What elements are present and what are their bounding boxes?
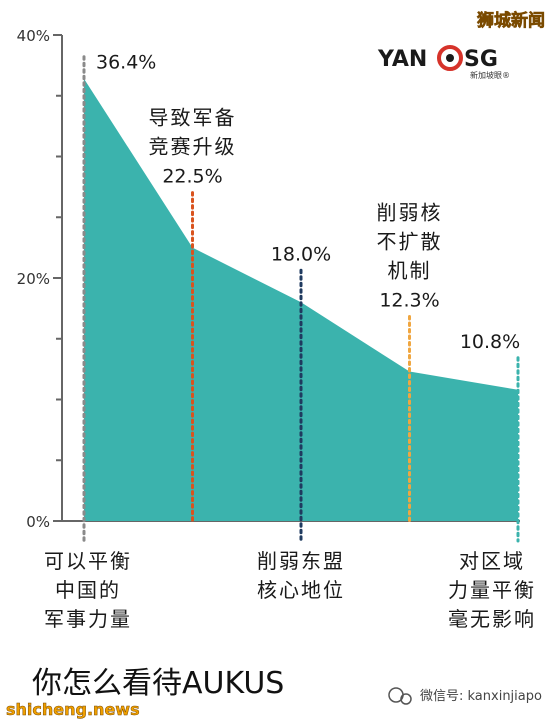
category-label: 中国的 [55,578,121,602]
category-label: 机制 [388,259,432,283]
watermark-top: 狮城新闻 [476,10,545,31]
category-label: 可以平衡 [44,549,132,573]
value-label: 12.3% [379,290,439,312]
category-label: 核心地位 [257,578,345,602]
logo-text-2: SG [464,47,498,72]
value-label: 18.0% [271,243,331,265]
category-label: 军事力量 [44,607,132,631]
page-title: 你怎么看待AUKUS [32,666,284,701]
category-label: 削弱核 [377,201,443,225]
category-label: 力量平衡 [448,578,536,602]
watermark-bottom-left: shicheng.news [6,700,140,719]
brand-logo: YAN SG 新加坡眼® [377,45,510,80]
value-label: 10.8% [460,331,520,353]
logo-subtext: 新加坡眼® [470,70,510,80]
category-label: 对区域 [459,549,525,573]
category-label: 不扩散 [377,230,443,254]
category-label: 竞赛升级 [149,135,237,159]
wechat-watermark: 微信号: kanxinjiapo [388,687,542,705]
value-label: 22.5% [162,166,222,188]
value-label: 36.4% [96,52,156,74]
y-tick-label: 40% [17,27,50,45]
category-label: 导致军备 [149,106,237,130]
logo-pupil [446,54,454,62]
logo-eye-icon [437,45,463,71]
logo-text: YAN [377,47,427,72]
watermark-bottom-right: 微信号: kanxinjiapo [420,689,542,704]
y-tick-label: 20% [17,270,50,288]
wechat-icon-small [400,693,412,705]
category-label: 毫无影响 [448,607,536,631]
category-label: 削弱东盟 [257,549,345,573]
y-tick-label: 0% [26,513,50,531]
markers [82,55,520,543]
